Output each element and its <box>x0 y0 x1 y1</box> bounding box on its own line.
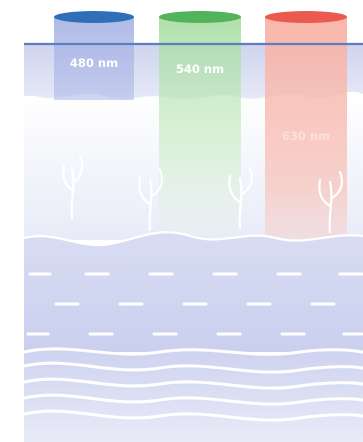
subcutaneous-layer <box>24 232 363 352</box>
beam-480-column <box>54 16 134 100</box>
beam-540-column <box>159 16 241 244</box>
beam-480-label: 480 nm <box>70 56 118 70</box>
beam-630-cap <box>265 11 347 23</box>
beam-480-cap <box>54 11 134 23</box>
tissue-dashes <box>26 272 363 336</box>
beam-540-label: 540 nm <box>176 62 224 76</box>
hair-follicles <box>62 154 343 234</box>
subcutaneous-top-line <box>23 231 363 247</box>
beam-630-column <box>265 16 347 262</box>
deep-tissue-layer <box>24 347 363 442</box>
deep-tissue-waves <box>22 347 363 422</box>
beam-630-label: 630 nm <box>282 129 330 143</box>
beam-540-cap <box>159 11 241 23</box>
